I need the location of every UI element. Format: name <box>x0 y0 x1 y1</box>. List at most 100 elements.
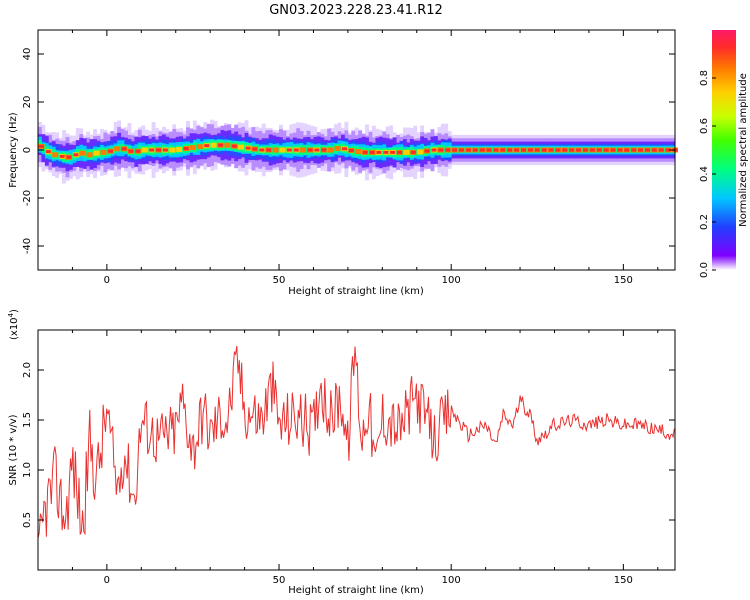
colorbar-label: Normalized spectral amplitude <box>738 73 749 227</box>
spectrogram-core <box>107 149 113 153</box>
spectrogram-peak <box>141 147 148 153</box>
spectrogram-core <box>562 148 568 152</box>
spectrogram-core <box>307 148 313 152</box>
spectrogram-peak <box>417 149 424 155</box>
spectrogram-core <box>314 148 320 152</box>
spectrogram-core <box>514 148 520 152</box>
y-tick-label: -40 <box>22 238 33 254</box>
spectrogram-core <box>465 148 471 152</box>
spectrogram-core <box>204 144 210 148</box>
spectrogram-core <box>507 148 513 152</box>
spectrogram-core <box>245 146 251 150</box>
x-tick-label: 100 <box>442 575 461 586</box>
spectrogram-core <box>259 148 265 152</box>
spectrogram-peak <box>238 144 245 150</box>
spectrogram-core <box>438 148 444 152</box>
spectrogram-core <box>610 148 616 152</box>
spectrogram-core <box>376 150 382 154</box>
snr-frame <box>37 329 676 571</box>
spectrogram-core <box>589 148 595 152</box>
spectrogram-core <box>527 148 533 152</box>
y-scale-factor: (x104) <box>7 309 20 340</box>
spectrogram-core <box>38 144 44 148</box>
y-scale-close: ) <box>9 309 20 313</box>
spectrogram-core <box>479 148 485 152</box>
spectrogram-core <box>582 148 588 152</box>
spectrogram-peak <box>334 145 341 151</box>
spectrogram-core <box>651 148 657 152</box>
y-scale-prefix: (x10 <box>9 317 20 340</box>
spectrogram-core <box>459 148 465 152</box>
spectrogram-core <box>217 143 223 147</box>
spectrogram-core <box>390 150 396 154</box>
bottom-y-axis-label: SNR (10 * v/v) <box>8 414 19 485</box>
spectrogram-panel: 0 50 100 150 -40 -20 0 20 40 Height of straight… <box>8 29 678 297</box>
spectrogram-core <box>135 149 141 153</box>
svg-text:(x104): (x104) <box>7 309 20 340</box>
spectrogram-core <box>66 155 72 159</box>
spectrogram-core <box>156 148 162 152</box>
colorbar-tick-label: 0.4 <box>699 166 710 182</box>
spectrogram-core <box>555 148 561 152</box>
bottom-x-axis-label: Height of straight line (km) <box>288 585 424 596</box>
spectrogram-core <box>452 148 458 152</box>
spectrogram-core <box>183 147 189 151</box>
spectrogram-core <box>286 148 292 152</box>
spectrogram-peak <box>355 148 362 154</box>
spectrogram-core <box>431 148 437 152</box>
spectrogram-core <box>617 148 623 152</box>
colorbar: 0.0 0.2 0.4 0.6 0.8 Normalized spectral ampl… <box>699 30 749 278</box>
spectrogram-peak <box>52 152 59 158</box>
spectrogram-core <box>658 148 664 152</box>
x-tick-label: 150 <box>614 275 633 286</box>
bottom-y-ticks: 0.5 1.0 1.5 2.0 <box>22 362 675 528</box>
spectrogram-core <box>410 150 416 154</box>
spectrogram-core <box>548 148 554 152</box>
spectrogram-core <box>383 150 389 154</box>
spectrogram-core <box>252 147 258 151</box>
spectrogram-core <box>603 148 609 152</box>
x-tick-label: 50 <box>273 275 286 286</box>
spectrogram-peak <box>169 147 176 153</box>
spectrogram-core <box>576 148 582 152</box>
spectrogram-peak <box>189 145 196 151</box>
x-tick-label: 0 <box>104 275 110 286</box>
spectrogram-peak <box>114 146 121 152</box>
spectrogram-core <box>397 150 403 154</box>
top-x-ticks: 0 50 100 150 <box>37 30 659 286</box>
bottom-x-ticks: 0 50 100 150 <box>37 330 659 586</box>
spectrogram-core <box>638 148 644 152</box>
spectrogram-peak <box>210 142 217 148</box>
x-tick-label: 150 <box>614 575 633 586</box>
colorbar-tick-label: 0.6 <box>699 118 710 134</box>
spectrogram-core <box>665 148 671 152</box>
spectrogram-core <box>596 148 602 152</box>
spectrogram-peak <box>100 149 107 155</box>
spectrogram-core <box>231 144 237 148</box>
x-tick-label: 100 <box>442 275 461 286</box>
spectrogram-core <box>486 148 492 152</box>
x-tick-label: 50 <box>273 575 286 586</box>
y-tick-label: 40 <box>22 48 33 61</box>
snr-panel: 0 50 100 150 0.5 1.0 1.5 2.0 Height of straigh… <box>7 309 676 596</box>
y-tick-label: 2.0 <box>22 362 33 378</box>
spectrogram-core <box>520 148 526 152</box>
colorbar-ticks: 0.0 0.2 0.4 0.6 0.8 <box>699 70 716 278</box>
spectrogram-core <box>341 147 347 151</box>
y-tick-label: 1.5 <box>22 412 33 428</box>
spectrogram-core <box>624 148 630 152</box>
top-x-axis-label: Height of straight line (km) <box>288 286 424 297</box>
spectrogram-peak <box>79 150 86 156</box>
y-tick-label: -20 <box>22 190 33 206</box>
figure-title: GN03.2023.228.23.41.R12 <box>269 3 443 18</box>
y-tick-label: 1.0 <box>22 462 33 478</box>
spectrogram-core <box>362 150 368 154</box>
spectrogram-peak <box>176 147 183 153</box>
spectrogram-peak <box>403 149 410 155</box>
y-tick-label: 0.5 <box>22 512 33 528</box>
spectrogram-core <box>121 147 127 151</box>
spectrogram-peak <box>300 147 307 153</box>
spectrogram-core <box>493 148 499 152</box>
snr-series-line <box>37 345 675 539</box>
